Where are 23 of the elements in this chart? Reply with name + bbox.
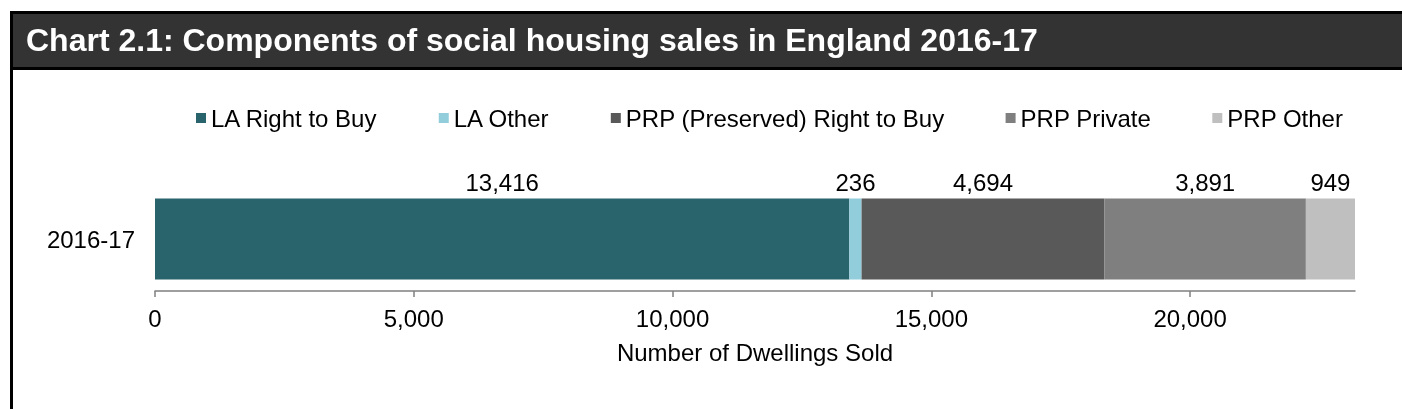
- data-label: 3,891: [1175, 169, 1236, 196]
- x-tick-label: 5,000: [383, 304, 444, 332]
- data-label: 13,416: [465, 169, 539, 196]
- legend-label: LA Other: [453, 104, 549, 132]
- bar: [1104, 198, 1306, 280]
- bar: [1305, 198, 1355, 280]
- legend-label: PRP Private: [1020, 104, 1151, 132]
- data-label: 949: [1310, 169, 1351, 196]
- x-tick-label: 0: [148, 304, 162, 332]
- bar: [861, 198, 1105, 280]
- x-tick-label: 20,000: [1153, 304, 1227, 332]
- x-tick-label: 15,000: [894, 304, 969, 332]
- data-label: 4,694: [953, 169, 1014, 196]
- bar: [849, 198, 862, 280]
- bar: [155, 198, 850, 280]
- x-tick-label: 10,000: [635, 304, 710, 332]
- chart-title: Chart 2.1: Components of social housing sales in England 2016-17: [26, 22, 1038, 58]
- x-axis-title: Number of Dwellings Sold: [616, 338, 894, 366]
- legend-label: LA Right to Buy: [211, 104, 377, 132]
- legend-label: PRP Other: [1227, 104, 1343, 132]
- y-tick-label: 2016-17: [46, 225, 135, 253]
- data-label: 236: [835, 169, 876, 196]
- legend-label: PRP (Preserved) Right to Buy: [625, 104, 945, 132]
